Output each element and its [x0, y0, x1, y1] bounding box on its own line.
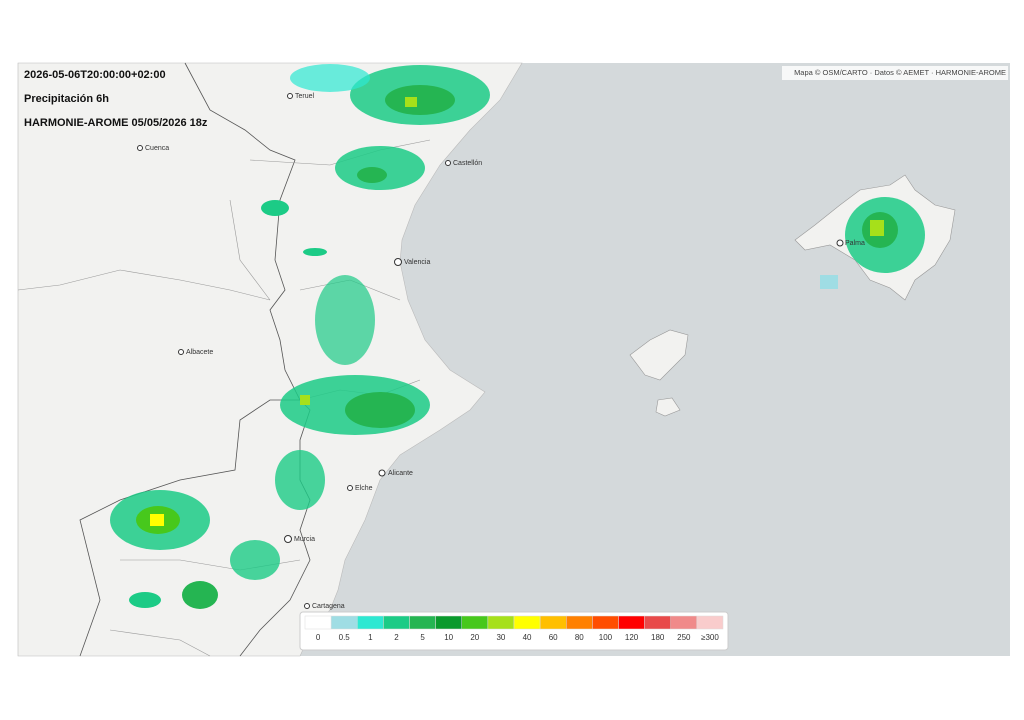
- legend-swatch: [696, 615, 724, 630]
- city-label: Valencia: [404, 259, 430, 266]
- variable: Precipitación 6h: [24, 93, 109, 105]
- legend-swatch: [618, 615, 645, 630]
- formentera: [655, 397, 681, 417]
- legend-swatch: [304, 615, 332, 630]
- cities: Teruel Cuenca Castellón Valencia Albacet…: [137, 93, 865, 610]
- city: Murcia: [284, 535, 315, 543]
- city-label: Alicante: [388, 470, 413, 477]
- city-label: Elche: [355, 485, 373, 492]
- legend-label: 10: [444, 633, 453, 642]
- legend-swatch: [644, 615, 671, 630]
- city: Elche: [347, 485, 373, 492]
- ibiza: [629, 329, 689, 381]
- legend-label: 180: [651, 633, 665, 642]
- legend-swatch: [539, 615, 567, 630]
- city-label: Murcia: [294, 536, 315, 543]
- attribution: Mapa © OSM/CARTO · Datos © AEMET · HARMO…: [794, 68, 1006, 77]
- legend-label: 40: [523, 633, 532, 642]
- legend-label: 2: [394, 633, 399, 642]
- legend-label: 250: [677, 633, 691, 642]
- city-label: Cuenca: [145, 145, 169, 152]
- timestamp: 2026-05-06T20:00:00+02:00: [24, 69, 166, 81]
- city: Valencia: [394, 258, 430, 266]
- legend-label: 60: [549, 633, 558, 642]
- legend-swatch: [461, 615, 489, 630]
- city-label: Palma: [845, 240, 865, 247]
- legend-swatch: [670, 615, 698, 630]
- region-border: [184, 62, 311, 657]
- attribution-bg: [782, 66, 1008, 80]
- legend-swatch: [566, 615, 593, 630]
- city: Cartagena: [304, 603, 345, 610]
- city-label: Cartagena: [312, 603, 345, 610]
- legend-label: ≥300: [701, 633, 719, 642]
- legend-label: 1: [368, 633, 373, 642]
- legend-swatch: [330, 615, 358, 630]
- legend-label: 0.5: [339, 633, 351, 642]
- legend-label: 20: [470, 633, 479, 642]
- city: Alicante: [378, 469, 413, 477]
- legend-label: 30: [496, 633, 505, 642]
- city: Cuenca: [137, 145, 169, 152]
- legend-label: 80: [575, 633, 584, 642]
- legend-swatch: [435, 615, 462, 630]
- legend-swatch: [592, 615, 619, 630]
- region-border: [79, 399, 300, 657]
- city: Teruel: [287, 93, 315, 100]
- legend-swatch: [409, 615, 436, 630]
- city: Palma: [836, 239, 865, 247]
- legend-swatch: [513, 615, 541, 630]
- city-label: Teruel: [295, 93, 315, 100]
- city-label: Albacete: [186, 349, 213, 356]
- legend: 0 0.5 1 2 5 10 20 30 40 60 80 100 120 180 250 ≥300: [304, 615, 724, 642]
- city: Castellón: [445, 160, 482, 167]
- legend-label: 120: [625, 633, 639, 642]
- legend-swatch: [383, 615, 410, 630]
- legend-swatch: [487, 615, 515, 630]
- legend-label: 5: [420, 633, 425, 642]
- legend-swatch: [357, 615, 384, 630]
- city-label: Castellón: [453, 160, 482, 167]
- precipitation: [110, 64, 925, 609]
- model-run: HARMONIE-AROME 05/05/2026 18z: [24, 117, 208, 129]
- legend-label: 100: [599, 633, 613, 642]
- legend-label: 0: [316, 633, 321, 642]
- city: Albacete: [178, 349, 213, 356]
